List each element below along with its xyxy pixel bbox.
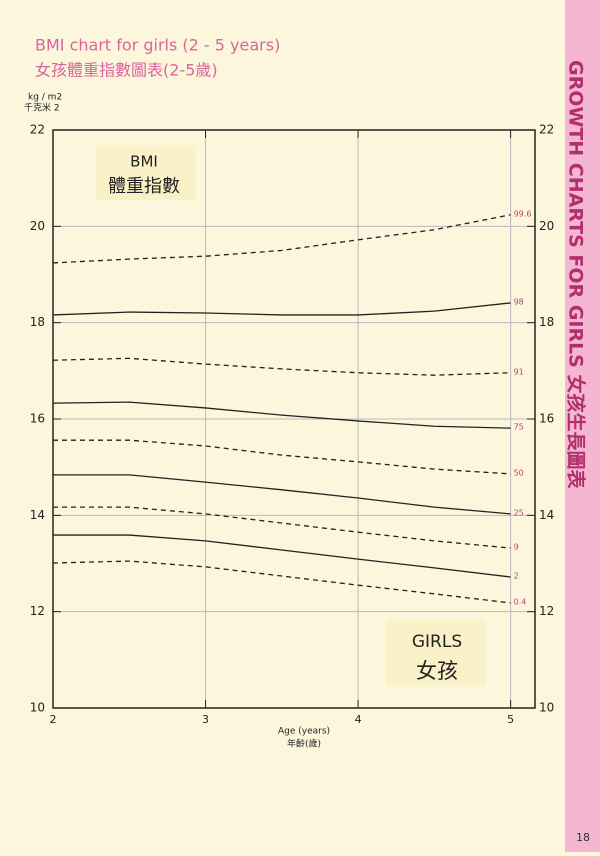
series-label: 98 (514, 297, 524, 306)
y-tick-label: 10 (539, 701, 554, 715)
series-label: 0.4 (514, 597, 527, 606)
annotation: 女孩 (416, 659, 458, 683)
plot-frame (52, 129, 536, 709)
centile-line (52, 560, 511, 604)
series-label: 91 (514, 367, 524, 376)
centile-line (52, 214, 511, 264)
centile-line (53, 474, 511, 515)
y-tick-label: 12 (539, 604, 554, 618)
y-tick-label: 14 (30, 508, 45, 522)
centile-line (53, 439, 511, 475)
series-label: 50 (514, 468, 524, 477)
series-label: 99.6 (514, 209, 532, 218)
centile-line (52, 302, 511, 316)
series-label: 2 (514, 571, 519, 580)
series-label: 9 (514, 543, 519, 552)
label-box (96, 145, 196, 200)
y-axis-label: kg / m2 (28, 93, 62, 103)
annotation: GIRLS (412, 632, 462, 652)
chart-title: BMI chart for girls (2 - 5 years) (35, 36, 280, 55)
annotation: BMI (130, 153, 158, 171)
x-tick-label: 4 (355, 713, 362, 726)
y-tick-label: 18 (539, 315, 554, 329)
annotation: 體重指數 (108, 176, 180, 197)
y-tick-label: 18 (30, 315, 45, 329)
series-label: 25 (514, 508, 524, 517)
centile-line (52, 357, 511, 376)
x-tick-label: 2 (50, 713, 57, 726)
centile-line (52, 401, 511, 429)
page-number: 18 (576, 831, 590, 844)
centile-line (53, 506, 511, 549)
x-tick-label: 3 (202, 713, 209, 726)
y-tick-label: 12 (30, 604, 45, 618)
y-tick-label: 16 (30, 412, 45, 426)
sidebar-text: GROWTH CHARTS FOR GIRLS 女孩生長圖表 (565, 60, 588, 489)
x-axis-label: 年齡(歲) (287, 738, 321, 750)
centile-line (53, 534, 511, 578)
x-axis-label: Age (years) (278, 727, 330, 737)
sidebar (565, 0, 600, 852)
label-box (386, 620, 486, 685)
series-label: 75 (514, 423, 524, 432)
chart-subtitle: 女孩體重指數圖表(2-5歲) (35, 61, 218, 80)
y-tick-label: 22 (30, 123, 45, 137)
y-tick-label: 16 (539, 412, 554, 426)
y-tick-label: 14 (539, 508, 554, 522)
y-tick-label: 22 (539, 123, 554, 137)
y-tick-label: 20 (30, 219, 45, 233)
y-tick-label: 20 (539, 219, 554, 233)
y-axis-label: 千克米 2 (24, 102, 60, 114)
y-tick-label: 10 (30, 701, 45, 715)
x-tick-label: 5 (507, 713, 514, 726)
